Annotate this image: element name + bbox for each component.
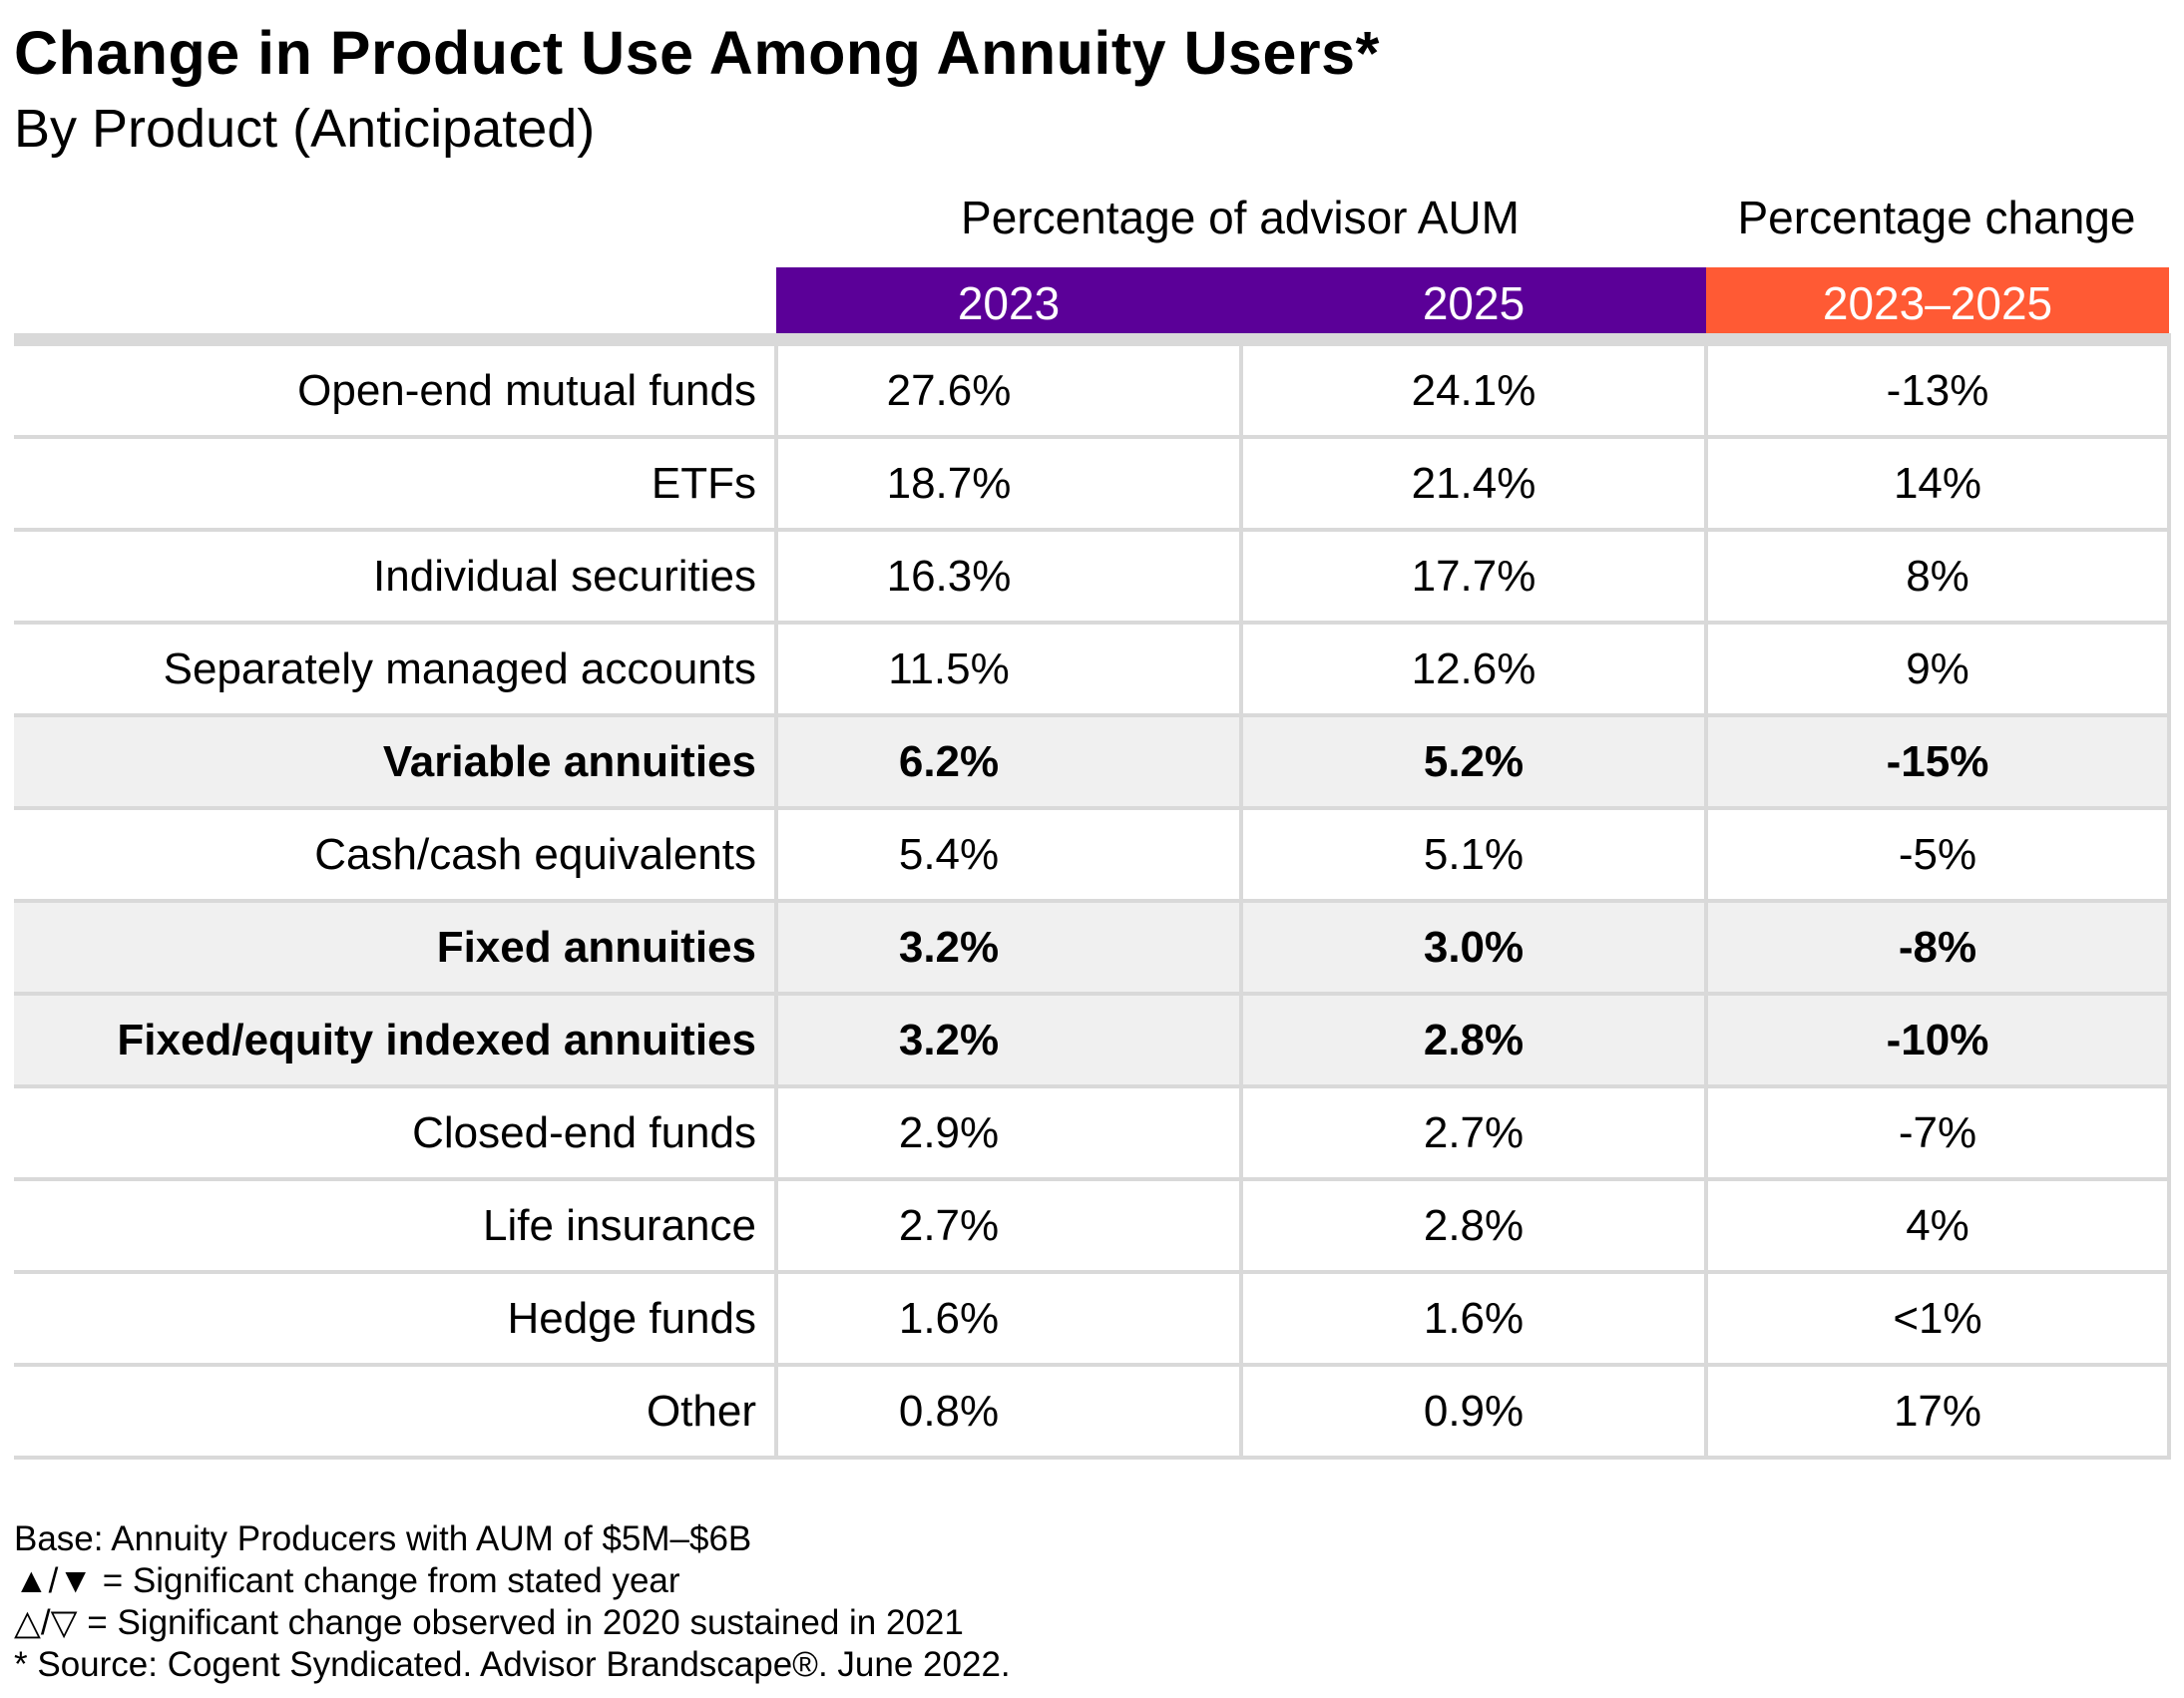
value-2023: 1.6%	[774, 1272, 1241, 1367]
value-change: -5%	[1704, 808, 2171, 903]
header-blank-cell	[14, 267, 776, 346]
group-header-advisor-aum: Percentage of advisor AUM	[961, 192, 1520, 243]
value-2025: 2.8%	[1239, 994, 1706, 1088]
table-row: Life insurance 2.7% 2.8% 4%	[14, 1179, 2171, 1274]
row-label: Individual securities	[14, 530, 776, 625]
value-2023: 16.3%	[774, 530, 1241, 625]
group-header-percentage-change: Percentage change	[1737, 192, 2136, 243]
footnotes: Base: Annuity Producers with AUM of $5M–…	[14, 1518, 1011, 1686]
table-body: Open-end mutual funds 27.6% 24.1% -13% ETFs 1…	[14, 339, 2171, 1460]
row-label: Closed-end funds	[14, 1086, 776, 1181]
row-label: Cash/cash equivalents	[14, 808, 776, 903]
footnote-significance-outline: △/▽ = Significant change observed in 202…	[14, 1603, 964, 1642]
row-label: Fixed/equity indexed annuities	[14, 994, 776, 1088]
row-label: Hedge funds	[14, 1272, 776, 1367]
column-header-2023: 2023	[776, 267, 1241, 346]
table-row: ETFs 18.7% 21.4% 14%	[14, 437, 2171, 532]
value-2023: 11.5%	[774, 623, 1241, 717]
value-2025: 17.7%	[1239, 530, 1706, 625]
value-change: 8%	[1704, 530, 2171, 625]
column-header-change: 2023–2025	[1706, 267, 2169, 346]
footnote-base: Base: Annuity Producers with AUM of $5M–…	[14, 1519, 752, 1558]
table-row: Closed-end funds 2.9% 2.7% -7%	[14, 1086, 2171, 1181]
footnote-source: * Source: Cogent Syndicated. Advisor Bra…	[14, 1645, 1011, 1684]
value-2025: 21.4%	[1239, 437, 1706, 532]
table-row: Other 0.8% 0.9% 17%	[14, 1365, 2171, 1460]
table-row: Open-end mutual funds 27.6% 24.1% -13%	[14, 339, 2171, 439]
value-2023: 27.6%	[774, 339, 1241, 439]
table-row: Fixed/equity indexed annuities 3.2% 2.8% -1…	[14, 994, 2171, 1088]
value-change: -8%	[1704, 901, 2171, 996]
value-2023: 6.2%	[774, 715, 1241, 810]
page-title: Change in Product Use Among Annuity User…	[14, 19, 1380, 87]
value-change: <1%	[1704, 1272, 2171, 1367]
row-label: Other	[14, 1365, 776, 1460]
row-label: Fixed annuities	[14, 901, 776, 996]
value-2025: 5.1%	[1239, 808, 1706, 903]
value-change: 9%	[1704, 623, 2171, 717]
column-header-2025: 2025	[1241, 267, 1706, 346]
footnote-significance-solid: ▲/▼ = Significant change from stated yea…	[14, 1561, 680, 1600]
value-change: -15%	[1704, 715, 2171, 810]
table-row: Separately managed accounts 11.5% 12.6% 9%	[14, 623, 2171, 717]
value-2023: 3.2%	[774, 994, 1241, 1088]
table-row: Fixed annuities 3.2% 3.0% -8%	[14, 901, 2171, 996]
value-2025: 1.6%	[1239, 1272, 1706, 1367]
row-label: Life insurance	[14, 1179, 776, 1274]
value-2025: 12.6%	[1239, 623, 1706, 717]
page-subtitle: By Product (Anticipated)	[14, 99, 596, 159]
row-label: Separately managed accounts	[14, 623, 776, 717]
value-change: -7%	[1704, 1086, 2171, 1181]
value-2023: 18.7%	[774, 437, 1241, 532]
value-change: 14%	[1704, 437, 2171, 532]
row-label: Variable annuities	[14, 715, 776, 810]
table-row: Variable annuities 6.2% 5.2% -15%	[14, 715, 2171, 810]
value-2023: 3.2%	[774, 901, 1241, 996]
value-2023: 5.4%	[774, 808, 1241, 903]
table-row: Individual securities 16.3% 17.7% 8%	[14, 530, 2171, 625]
table-header-row: 2023 2025 2023–2025	[14, 267, 2169, 346]
value-2025: 2.8%	[1239, 1179, 1706, 1274]
table-row: Cash/cash equivalents 5.4% 5.1% -5%	[14, 808, 2171, 903]
value-change: 4%	[1704, 1179, 2171, 1274]
value-2025: 2.7%	[1239, 1086, 1706, 1181]
value-2025: 3.0%	[1239, 901, 1706, 996]
value-2025: 5.2%	[1239, 715, 1706, 810]
row-label: Open-end mutual funds	[14, 339, 776, 439]
table-row: Hedge funds 1.6% 1.6% <1%	[14, 1272, 2171, 1367]
value-change: -13%	[1704, 339, 2171, 439]
value-2025: 24.1%	[1239, 339, 1706, 439]
value-change: -10%	[1704, 994, 2171, 1088]
value-2023: 2.7%	[774, 1179, 1241, 1274]
row-label: ETFs	[14, 437, 776, 532]
value-2025: 0.9%	[1239, 1365, 1706, 1460]
product-use-table: 2023 2025 2023–2025 Open-end mutual fund…	[14, 267, 2171, 1460]
value-2023: 2.9%	[774, 1086, 1241, 1181]
value-2023: 0.8%	[774, 1365, 1241, 1460]
value-change: 17%	[1704, 1365, 2171, 1460]
